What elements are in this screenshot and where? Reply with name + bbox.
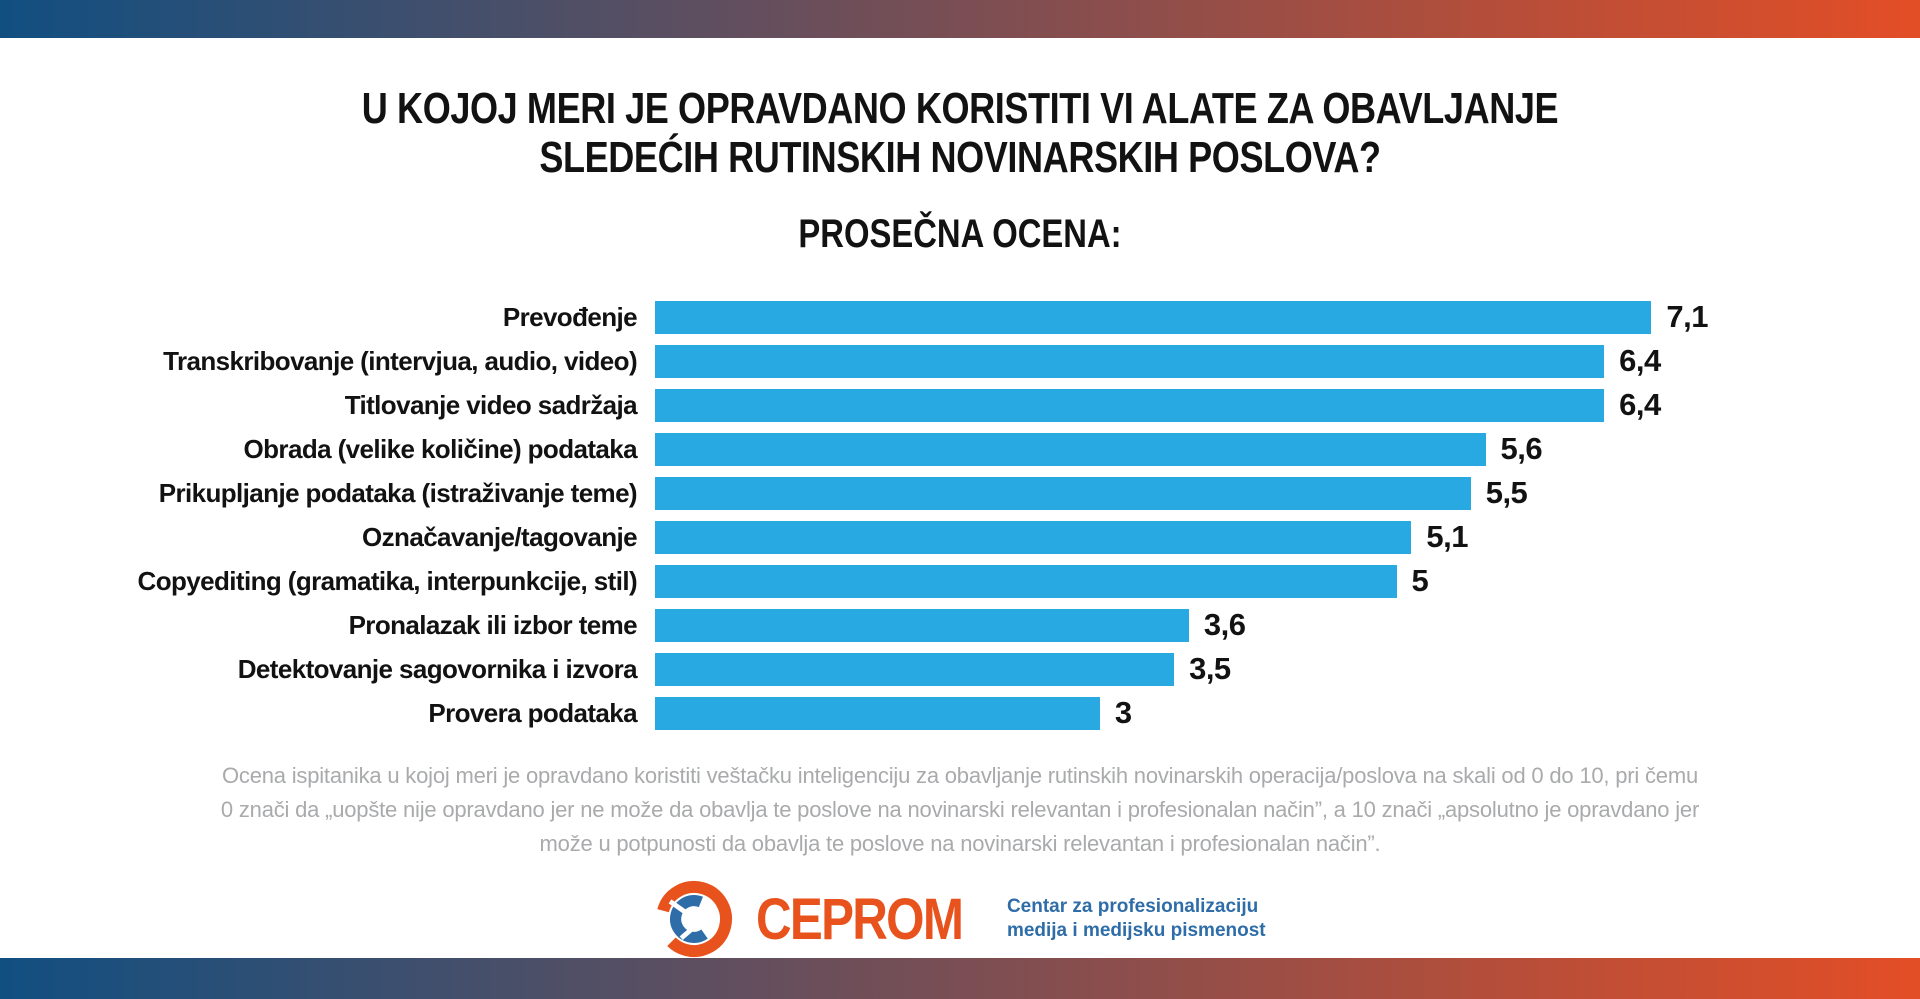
bar (655, 564, 1397, 598)
row-label: Titlovanje video sadržaja (344, 389, 638, 420)
bar (655, 696, 1100, 730)
bottom-gradient-bar (0, 958, 1920, 999)
footnote: Ocena ispitanika u kojoj meri je opravda… (0, 759, 1920, 861)
ceprom-logo-wordmark: CEPROM (756, 886, 964, 952)
ceprom-logo: CEPROM Centar za profesionalizaciju medi… (0, 879, 1920, 959)
bar-value: 5,5 (1485, 475, 1528, 510)
bar-value: 3 (1114, 695, 1132, 730)
footnote-line-3: može u potpunosti da obavlja te poslove … (539, 831, 1381, 856)
bar-value: 6,4 (1619, 343, 1661, 378)
chart-row: Provera podataka 3 (0, 691, 1920, 735)
row-label: Detektovanje sagovornika i izvora (237, 653, 638, 684)
chart-row: Obrada (velike količine) podataka 5,6 (0, 427, 1920, 471)
ceprom-logo-tagline: Centar za profesionalizaciju medija i me… (1007, 895, 1266, 943)
bar-value: 3,6 (1203, 607, 1246, 642)
row-label: Označavanje/tagovanje (362, 521, 638, 552)
bar-value: 5,6 (1500, 431, 1543, 466)
chart-rows: Prevođenje 7,1 Transkribovanje (intervju… (0, 295, 1920, 735)
tagline-line-2: medija i medijsku pismenost (1006, 920, 1266, 941)
bar-value: 3,5 (1189, 651, 1231, 686)
bar (655, 520, 1412, 554)
bar (655, 608, 1189, 642)
bar-value: 5,1 (1426, 519, 1468, 554)
row-label: Copyediting (gramatika, interpunkcije, s… (137, 565, 638, 596)
bar (655, 300, 1652, 334)
chart-row: Transkribovanje (intervjua, audio, video… (0, 339, 1920, 383)
chart-row: Pronalazak ili izbor teme 3,6 (0, 603, 1920, 647)
row-label: Prevođenje (502, 301, 638, 332)
bar (655, 476, 1471, 510)
row-label: Transkribovanje (intervjua, audio, video… (163, 345, 637, 376)
bar (655, 432, 1486, 466)
title-line-1: U kojoj meri je opravdano koristiti VI a… (361, 84, 1559, 133)
title-line-2: sledećih rutinskih novinarskih poslova? (539, 133, 1381, 182)
bar-track: 3,6 (655, 607, 1708, 643)
bar-value: 6,4 (1619, 387, 1661, 422)
row-label: Provera podataka (428, 697, 637, 728)
footnote-line-2: 0 znači da „uopšte nije opravdano jer ne… (220, 797, 1700, 822)
row-label: Obrada (velike količine) podataka (243, 433, 638, 464)
bar-track: 5,6 (655, 431, 1708, 467)
row-label: Prikupljanje podataka (istraživanje teme… (158, 477, 638, 508)
chart-row: Prikupljanje podataka (istraživanje teme… (0, 471, 1920, 515)
chart-row: Označavanje/tagovanje 5,1 (0, 515, 1920, 559)
top-gradient-bar (0, 0, 1920, 38)
ceprom-logo-icon (656, 881, 733, 957)
bar (655, 388, 1605, 422)
bar-track: 5,5 (655, 475, 1708, 511)
bar-track: 6,4 (655, 343, 1708, 379)
bar-track: 3,5 (655, 651, 1708, 687)
chart-title: U kojoj meri je opravdano koristiti VI a… (173, 84, 1747, 182)
bar-chart: Prevođenje 7,1 Transkribovanje (intervju… (0, 295, 1920, 735)
chart-row: Titlovanje video sadržaja 6,4 (0, 383, 1920, 427)
row-label: Pronalazak ili izbor teme (348, 609, 638, 640)
footnote-line-1: Ocena ispitanika u kojoj meri je opravda… (221, 763, 1698, 788)
bar-track: 5,1 (655, 519, 1708, 555)
bar-track: 7,1 (655, 299, 1708, 335)
bar-track: 5 (655, 563, 1708, 599)
bar-track: 6,4 (655, 387, 1708, 423)
chart-row: Prevođenje 7,1 (0, 295, 1920, 339)
tagline-line-1: Centar za profesionalizaciju (1006, 896, 1259, 917)
bar (655, 652, 1175, 686)
bar-value: 7,1 (1666, 299, 1708, 334)
bar-value: 5 (1411, 563, 1429, 598)
bar (655, 344, 1605, 378)
chart-row: Copyediting (gramatika, interpunkcije, s… (0, 559, 1920, 603)
bar-track: 3 (655, 695, 1708, 731)
chart-subtitle: PROSEČNA OCENA: (798, 212, 1122, 256)
chart-row: Detektovanje sagovornika i izvora 3,5 (0, 647, 1920, 691)
